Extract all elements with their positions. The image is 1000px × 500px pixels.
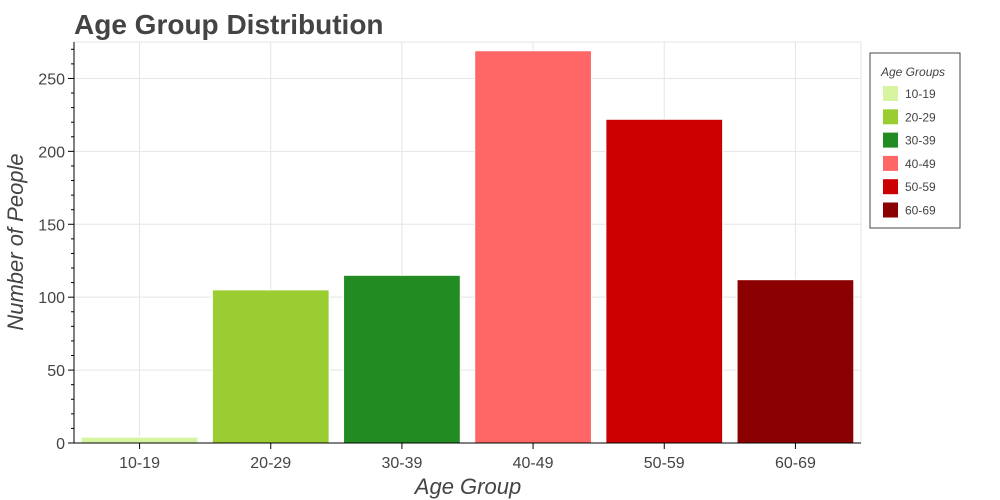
legend-title: Age Groups: [880, 65, 945, 79]
y-axis-ticks: 0 50 100 150 200 250: [38, 48, 74, 453]
x-tick-label: 40-49: [513, 455, 554, 472]
legend-label: 10-19: [905, 87, 936, 101]
legend-label: 50-59: [905, 180, 936, 194]
legend-label: 20-29: [905, 110, 936, 124]
legend-items: 10-19 20-29 30-39 40-49 50-59 60-69: [883, 86, 936, 218]
bar-40-49: [474, 50, 592, 444]
y-tick-label: 150: [38, 217, 65, 234]
bar-60-69: [736, 279, 855, 444]
bar-30-39: [343, 274, 461, 444]
x-axis-ticks: 10-19 20-29 30-39 40-49 50-59 60-69: [119, 443, 816, 472]
legend-label: 30-39: [905, 134, 936, 148]
legend-swatch-60-69: [883, 202, 898, 218]
legend-swatch-50-59: [883, 179, 898, 195]
x-tick-label: 60-69: [775, 455, 816, 472]
legend: Age Groups 10-19 20-29 30-39 40-49 50-59 60-6…: [869, 52, 961, 229]
bar-50-59: [605, 118, 724, 444]
legend-label: 40-49: [905, 157, 936, 171]
x-tick-label: 30-39: [381, 455, 422, 472]
y-tick-label: 100: [38, 290, 65, 307]
y-axis-label: Number of People: [3, 153, 28, 330]
y-tick-label: 200: [38, 144, 65, 161]
bar-20-29: [211, 289, 330, 444]
x-tick-label: 20-29: [250, 455, 291, 472]
y-tick-label: 50: [47, 363, 65, 380]
y-tick-label: 0: [56, 436, 65, 453]
x-axis-label: Age Group: [413, 474, 521, 499]
legend-swatch-20-29: [883, 109, 898, 125]
legend-swatch-10-19: [883, 86, 898, 101]
legend-swatch-30-39: [883, 132, 898, 148]
y-tick-label: 250: [38, 71, 65, 88]
x-tick-label: 10-19: [119, 455, 160, 472]
chart-title: Age Group Distribution: [74, 9, 384, 40]
bars: [80, 50, 855, 444]
legend-label: 60-69: [905, 204, 936, 218]
legend-swatch-40-49: [883, 155, 898, 171]
bar-10-19: [80, 436, 199, 444]
x-tick-label: 50-59: [644, 455, 685, 472]
